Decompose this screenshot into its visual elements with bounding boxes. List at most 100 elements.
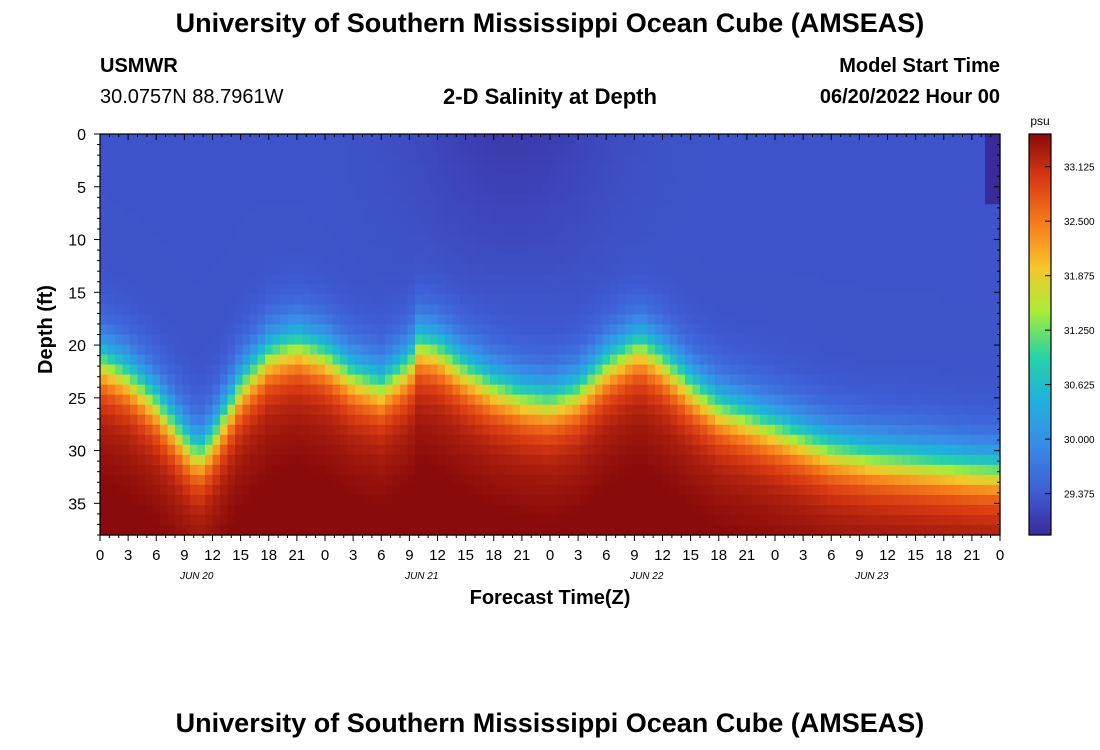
heatmap-cell <box>902 344 911 356</box>
heatmap-cell <box>947 194 956 205</box>
heatmap-cell <box>152 194 161 205</box>
heatmap-cell <box>925 494 934 506</box>
heatmap-cell <box>932 514 941 526</box>
heatmap-cell <box>220 414 229 426</box>
heatmap-cell <box>482 244 491 255</box>
heatmap-cell <box>490 394 499 406</box>
heatmap-cell <box>422 274 431 285</box>
heatmap-cell <box>902 274 911 285</box>
heatmap-cell <box>220 184 229 195</box>
heatmap-cell <box>205 354 214 366</box>
heatmap-cell <box>295 354 304 366</box>
heatmap-cell <box>962 184 971 195</box>
heatmap-cell <box>175 374 184 386</box>
heatmap-cell <box>542 224 551 235</box>
heatmap-cell <box>655 524 664 536</box>
heatmap-cell <box>805 324 814 336</box>
heatmap-cell <box>782 444 791 456</box>
heatmap-cell <box>490 454 499 466</box>
heatmap-cell <box>137 154 146 165</box>
heatmap-cell <box>242 394 251 406</box>
heatmap-cell <box>467 224 476 235</box>
heatmap-cell <box>265 214 274 225</box>
heatmap-cell <box>662 434 671 446</box>
heatmap-cell <box>310 504 319 516</box>
heatmap-cell <box>925 304 934 316</box>
heatmap-cell <box>437 474 446 486</box>
heatmap-cell <box>122 274 131 285</box>
heatmap-cell <box>752 194 761 205</box>
heatmap-cell <box>482 204 491 215</box>
heatmap-cell <box>452 194 461 205</box>
heatmap-cell <box>520 244 529 255</box>
heatmap-cell <box>805 504 814 516</box>
heatmap-cell <box>340 484 349 496</box>
heatmap-cell <box>947 504 956 516</box>
heatmap-cell <box>700 524 709 536</box>
heatmap-cell <box>227 254 236 265</box>
heatmap-cell <box>857 324 866 336</box>
heatmap-cell <box>850 314 859 326</box>
heatmap-cell <box>685 454 694 466</box>
heatmap-cell <box>235 444 244 456</box>
heatmap-cell <box>940 524 949 536</box>
heatmap-cell <box>632 314 641 326</box>
heatmap-cell <box>377 304 386 316</box>
heatmap-cell <box>797 444 806 456</box>
model-start-value: 06/20/2022 Hour 00 <box>819 86 1000 108</box>
heatmap-cell <box>647 194 656 205</box>
heatmap-cell <box>617 404 626 416</box>
heatmap-cell <box>467 274 476 285</box>
heatmap-cell <box>752 204 761 215</box>
heatmap-cell <box>895 184 904 195</box>
heatmap-cell <box>227 414 236 426</box>
heatmap-cell <box>895 254 904 265</box>
heatmap-cell <box>325 444 334 456</box>
heatmap-cell <box>302 274 311 285</box>
heatmap-cell <box>272 524 281 536</box>
heatmap-cell <box>647 164 656 175</box>
heatmap-cell <box>235 324 244 336</box>
heatmap-cell <box>565 314 574 326</box>
heatmap-cell <box>317 324 326 336</box>
heatmap-cell <box>662 224 671 235</box>
heatmap-cell <box>797 414 806 426</box>
heatmap-cell <box>805 304 814 316</box>
heatmap-cell <box>835 184 844 195</box>
heatmap-cell <box>647 424 656 436</box>
heatmap-cell <box>100 354 109 366</box>
heatmap-cell <box>655 444 664 456</box>
heatmap-cell <box>535 434 544 446</box>
heatmap-cell <box>820 204 829 215</box>
heatmap-cell <box>865 384 874 396</box>
heatmap-cell <box>272 254 281 265</box>
heatmap-cell <box>220 254 229 265</box>
heatmap-cell <box>332 224 341 235</box>
heatmap-cell <box>542 314 551 326</box>
heatmap-cell <box>985 344 994 356</box>
heatmap-cell <box>370 134 379 145</box>
heatmap-cell <box>317 444 326 456</box>
heatmap-cell <box>407 384 416 396</box>
heatmap-cell <box>467 424 476 436</box>
heatmap-cell <box>872 314 881 326</box>
heatmap-cell <box>377 234 386 245</box>
heatmap-cell <box>160 344 169 356</box>
heatmap-cell <box>880 374 889 386</box>
heatmap-cell <box>707 144 716 155</box>
heatmap-cell <box>520 374 529 386</box>
heatmap-cell <box>550 334 559 346</box>
heatmap-cell <box>985 144 994 155</box>
heatmap-cell <box>790 294 799 306</box>
heatmap-cell <box>947 294 956 306</box>
heatmap-cell <box>565 184 574 195</box>
heatmap-cell <box>557 474 566 486</box>
heatmap-cell <box>512 284 521 296</box>
heatmap-cell <box>842 524 851 536</box>
heatmap-cell <box>782 284 791 296</box>
heatmap-cell <box>827 254 836 265</box>
heatmap-cell <box>887 384 896 396</box>
heatmap-cell <box>925 464 934 476</box>
heatmap-cell <box>227 494 236 506</box>
heatmap-cell <box>685 344 694 356</box>
